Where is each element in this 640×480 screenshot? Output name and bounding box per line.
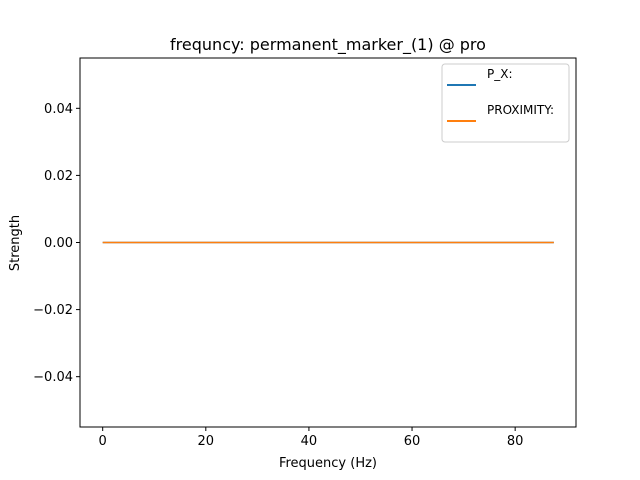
legend-label-2: PROXIMITY: [487,103,554,117]
x-tick-label: 80 [507,434,524,449]
legend-frame [441,63,570,143]
x-tick-label: 20 [198,434,215,449]
legend-label-1: P_X: [487,67,513,81]
axis-ticks: 0 20 40 60 80 −0.04 −0.02 0.00 0.02 0.04 [33,102,523,449]
legend: P_X: PROXIMITY: [441,63,570,143]
y-tick-label: 0.02 [44,169,73,184]
y-tick-label: −0.04 [33,370,73,385]
chart-title: frequncy: permanent_marker_(1) @ pro [170,35,486,55]
x-tick-label: 40 [301,434,318,449]
y-axis-label: Strength [8,215,23,271]
x-axis-label: Frequency (Hz) [279,456,377,471]
x-tick-label: 0 [99,434,107,449]
x-tick-label: 60 [404,434,421,449]
y-tick-label: −0.02 [33,303,73,318]
y-tick-label: 0.04 [44,102,73,117]
y-tick-label: 0.00 [44,236,73,251]
